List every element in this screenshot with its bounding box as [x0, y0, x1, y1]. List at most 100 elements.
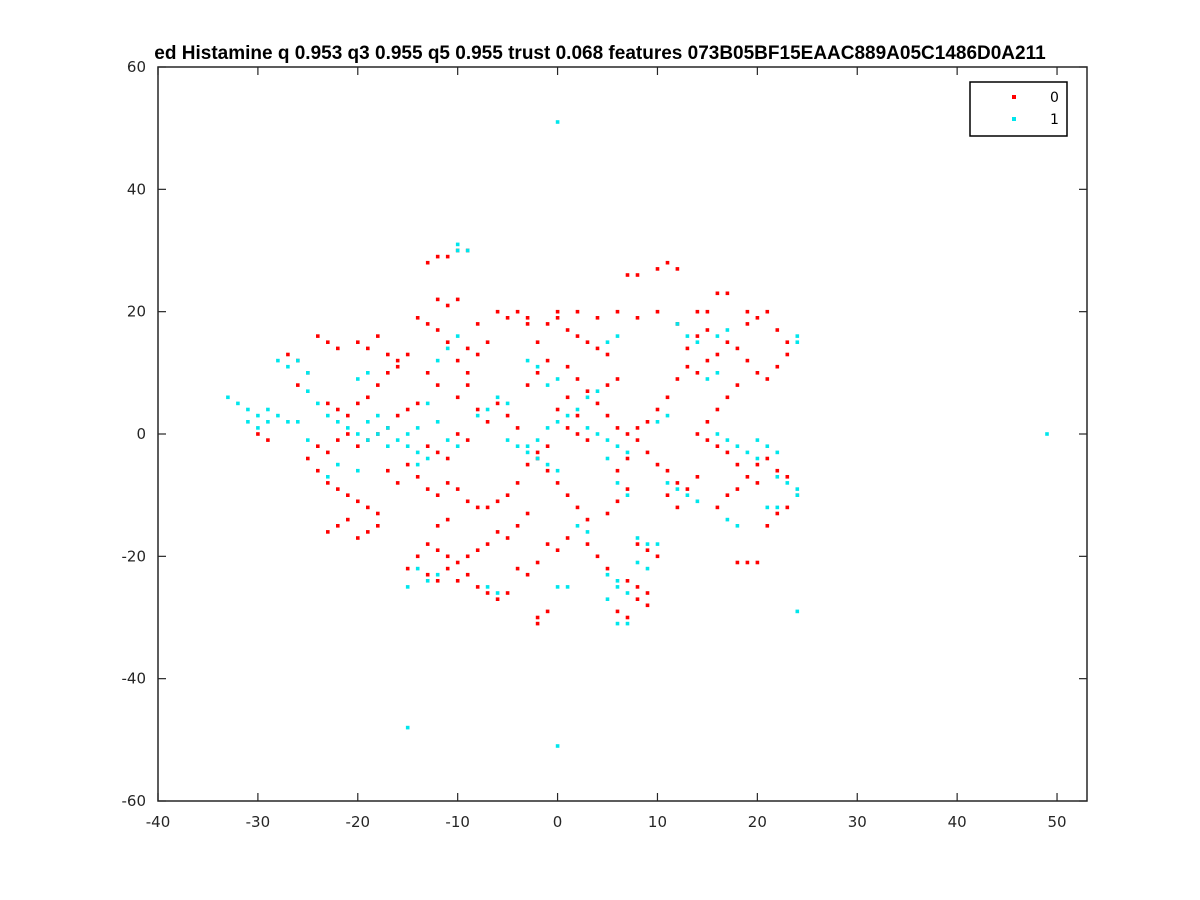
data-point — [695, 371, 700, 375]
data-point — [256, 426, 260, 430]
data-point — [485, 585, 490, 589]
data-point — [495, 499, 500, 504]
data-point — [675, 487, 680, 491]
data-point — [515, 481, 520, 485]
data-point — [336, 438, 340, 442]
data-point — [675, 267, 680, 271]
axes-box — [157, 66, 1088, 802]
data-point — [376, 511, 380, 516]
data-point — [356, 401, 360, 406]
x-tick-label: 20 — [748, 813, 767, 831]
data-point — [545, 444, 550, 448]
legend-marker — [1012, 117, 1016, 121]
data-point — [356, 468, 360, 473]
data-point — [425, 260, 430, 265]
data-point — [346, 517, 350, 522]
data-point — [775, 511, 780, 516]
data-point — [485, 407, 490, 412]
data-point — [745, 560, 750, 565]
data-point — [595, 316, 600, 320]
data-point — [535, 615, 540, 620]
data-point — [266, 438, 270, 442]
data-point — [575, 432, 580, 436]
data-point — [395, 413, 400, 418]
data-point — [455, 444, 460, 448]
data-point — [785, 505, 790, 510]
data-point — [625, 591, 630, 595]
x-tick-label: 40 — [948, 813, 967, 831]
data-point — [366, 505, 370, 510]
data-point — [645, 450, 650, 455]
data-point — [695, 334, 700, 338]
data-point — [605, 383, 610, 387]
data-point — [266, 407, 270, 412]
data-point — [765, 309, 770, 314]
data-point — [336, 462, 340, 467]
data-point — [316, 468, 320, 473]
series-0 — [256, 248, 800, 626]
data-point — [755, 438, 760, 442]
data-point — [565, 585, 570, 589]
data-point — [625, 487, 630, 491]
data-point — [545, 322, 550, 326]
data-point — [425, 371, 430, 375]
data-point — [525, 322, 530, 326]
data-point — [535, 560, 540, 565]
data-point — [405, 352, 410, 357]
data-point — [485, 340, 490, 344]
data-point — [525, 450, 530, 455]
data-point — [705, 420, 710, 424]
data-point — [615, 585, 620, 589]
data-point — [735, 444, 740, 448]
data-point — [725, 438, 730, 442]
data-point — [535, 450, 540, 455]
data-point — [485, 591, 490, 595]
data-point — [465, 499, 470, 504]
data-point — [515, 524, 520, 528]
data-point — [505, 493, 510, 497]
data-point — [725, 493, 730, 497]
data-point — [625, 621, 630, 626]
data-point — [635, 536, 640, 540]
data-point — [435, 524, 440, 528]
data-point — [425, 456, 430, 461]
data-point — [605, 511, 610, 516]
data-point — [326, 413, 330, 418]
y-tick-label: -60 — [122, 792, 147, 810]
data-point — [535, 438, 540, 442]
data-point — [745, 358, 750, 363]
data-point — [435, 493, 440, 497]
data-point — [715, 334, 720, 338]
data-point — [775, 328, 780, 332]
data-point — [555, 377, 560, 381]
data-point — [475, 322, 480, 326]
data-point — [665, 395, 670, 400]
data-point — [326, 481, 330, 485]
data-point — [555, 548, 560, 552]
data-point — [555, 744, 560, 748]
data-point — [356, 432, 360, 436]
data-point — [405, 407, 410, 412]
data-point — [715, 291, 720, 296]
chart-title: ed Histamine q 0.953 q3 0.955 q5 0.955 t… — [154, 43, 1046, 64]
data-point — [775, 468, 780, 473]
data-point — [585, 530, 590, 534]
data-point — [445, 517, 450, 522]
data-point — [685, 493, 690, 497]
data-point — [475, 505, 480, 510]
data-point — [495, 591, 500, 595]
data-point — [795, 609, 800, 614]
data-point — [615, 621, 620, 626]
data-point — [575, 309, 580, 314]
data-point — [735, 346, 740, 351]
data-point — [725, 291, 730, 296]
legend-marker — [1012, 95, 1016, 99]
data-point — [705, 358, 710, 363]
data-point — [545, 542, 550, 546]
data-point — [435, 450, 440, 455]
data-point — [725, 328, 730, 332]
data-point — [366, 395, 370, 400]
data-point — [495, 401, 500, 406]
data-point — [775, 505, 780, 510]
data-point — [605, 352, 610, 357]
